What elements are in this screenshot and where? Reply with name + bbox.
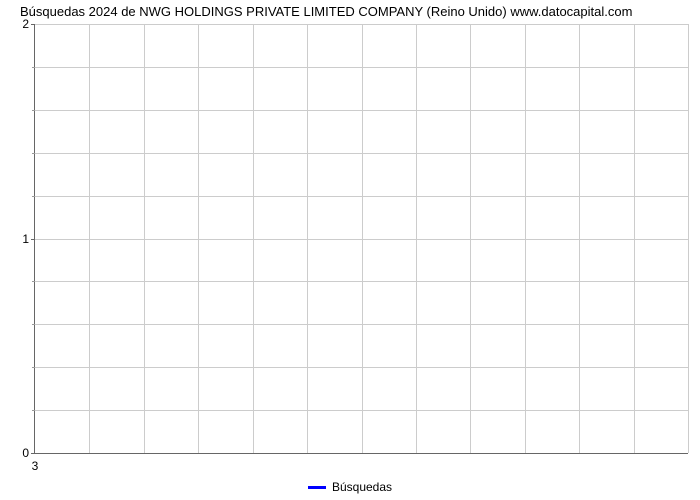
grid-line-vertical [634, 24, 635, 453]
grid-line-vertical [362, 24, 363, 453]
y-minor-tick [32, 153, 35, 154]
grid-line-vertical [579, 24, 580, 453]
y-tick-mark [31, 24, 35, 25]
grid-line-vertical [525, 24, 526, 453]
grid-line-vertical [416, 24, 417, 453]
y-minor-tick [32, 110, 35, 111]
y-tick-label: 1 [22, 232, 29, 246]
grid-line-vertical [144, 24, 145, 453]
grid-line-vertical [253, 24, 254, 453]
y-minor-tick [32, 367, 35, 368]
x-tick-label: 3 [32, 459, 39, 473]
y-tick-mark [31, 239, 35, 240]
y-minor-tick [32, 196, 35, 197]
chart-container: 0123 [34, 24, 688, 454]
grid-line-vertical [89, 24, 90, 453]
y-minor-tick [32, 410, 35, 411]
grid-line-vertical [307, 24, 308, 453]
y-tick-mark [31, 453, 35, 454]
y-minor-tick [32, 324, 35, 325]
legend-swatch [308, 486, 326, 489]
grid-line-vertical [688, 24, 689, 453]
legend: Búsquedas [0, 480, 700, 494]
y-minor-tick [32, 67, 35, 68]
y-tick-label: 0 [22, 446, 29, 460]
plot-area: 0123 [34, 24, 688, 454]
chart-title: Búsquedas 2024 de NWG HOLDINGS PRIVATE L… [20, 4, 690, 19]
legend-label: Búsquedas [332, 480, 392, 494]
y-tick-label: 2 [22, 17, 29, 31]
grid-line-vertical [470, 24, 471, 453]
y-minor-tick [32, 281, 35, 282]
grid-line-vertical [198, 24, 199, 453]
